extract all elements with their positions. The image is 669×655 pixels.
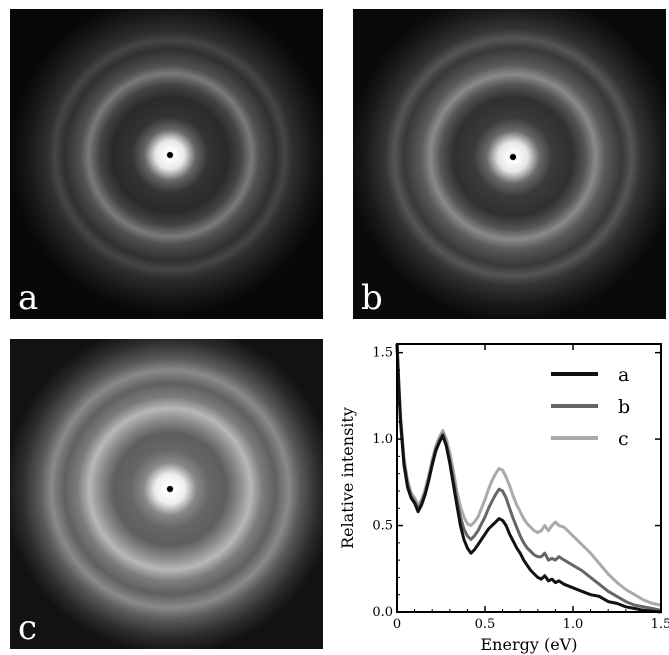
legend-label-b: b	[618, 396, 630, 418]
ring-pattern-a	[10, 9, 323, 319]
panel-label-c: c	[18, 608, 38, 648]
y-tick-label-3: 1.5	[372, 346, 393, 361]
y-tick-label-0: 0.0	[372, 605, 393, 620]
diffraction-panel-c: c	[10, 339, 323, 649]
x-tick-label-1: 0.5	[475, 617, 496, 632]
y-tick-label-2: 1.0	[372, 432, 393, 447]
panel-label-a: a	[18, 278, 39, 318]
ring-pattern-c	[10, 339, 323, 649]
y-axis-label: Relative intensity	[338, 407, 357, 549]
x-tick-label-0: 0	[393, 617, 401, 632]
chart-svg: 0 0.5 1.0 1.5 0.0 0.5 1.0 1.5 Energy (eV) Relativ…	[338, 343, 669, 654]
panel-label-b: b	[361, 278, 383, 318]
y-tick-label-1: 0.5	[372, 519, 393, 534]
plot-frame	[396, 343, 662, 613]
series-line-a	[395, 343, 662, 614]
ring-pattern-b	[353, 9, 666, 319]
intensity-chart: 0 0.5 1.0 1.5 0.0 0.5 1.0 1.5 Energy (eV) Relativ…	[333, 334, 669, 655]
x-tick-label-3: 1.5	[651, 617, 669, 632]
legend-label-a: a	[618, 364, 629, 386]
diffraction-panel-a: a	[10, 9, 323, 319]
diffraction-panel-b: b	[353, 9, 666, 319]
x-axis-label: Energy (eV)	[481, 635, 578, 654]
x-tick-label-2: 1.0	[563, 617, 584, 632]
legend-label-c: c	[618, 428, 629, 450]
